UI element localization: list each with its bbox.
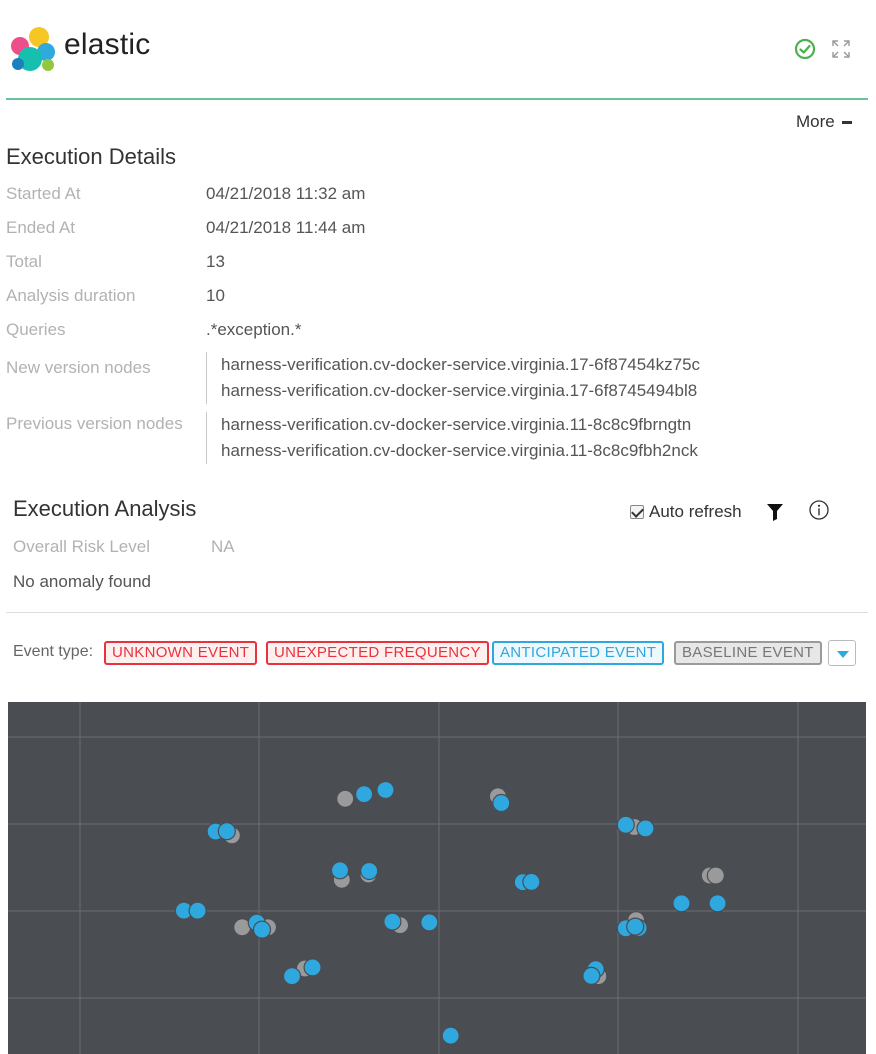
event-type-dropdown-button[interactable] [828, 640, 856, 666]
filter-icon[interactable] [766, 502, 784, 522]
detail-row-new-nodes: New version nodes harness-verification.c… [6, 352, 866, 412]
event-point[interactable] [708, 894, 727, 913]
detail-label: New version nodes [6, 358, 151, 377]
node-list: harness-verification.cv-docker-service.v… [206, 412, 698, 464]
expand-icon[interactable] [830, 38, 852, 60]
overall-risk-value: NA [211, 537, 235, 556]
detail-value: 04/21/2018 11:32 am [206, 184, 366, 203]
header: elastic [0, 0, 876, 100]
detail-row-ended: Ended At 04/21/2018 11:44 am [6, 216, 866, 250]
tag-unknown-event[interactable]: UNKNOWN EVENT [104, 641, 258, 665]
detail-label: Previous version nodes [6, 414, 183, 433]
event-point[interactable] [355, 785, 374, 804]
node-item: harness-verification.cv-docker-service.v… [221, 415, 692, 434]
event-point[interactable] [582, 966, 601, 985]
node-item: harness-verification.cv-docker-service.v… [221, 441, 698, 460]
auto-refresh-checkbox[interactable] [630, 505, 644, 519]
event-point[interactable] [188, 901, 207, 920]
more-menu-label: More [796, 112, 835, 131]
check-circle-icon [794, 38, 816, 60]
more-menu-button[interactable]: More [796, 112, 852, 132]
execution-details: Started At 04/21/2018 11:32 am Ended At … [6, 182, 866, 472]
node-item: harness-verification.cv-docker-service.v… [221, 381, 698, 400]
event-point[interactable] [420, 913, 439, 932]
detail-row-analysis-duration: Analysis duration 10 [6, 284, 866, 318]
event-point[interactable] [706, 866, 725, 885]
chevron-down-icon [841, 120, 852, 124]
detail-row-total: Total 13 [6, 250, 866, 284]
event-point[interactable] [336, 789, 355, 808]
event-point[interactable] [672, 894, 691, 913]
detail-label: Analysis duration [6, 286, 136, 305]
event-scatter-chart [8, 702, 866, 1054]
logo-text: elastic [64, 28, 151, 61]
detail-row-started: Started At 04/21/2018 11:32 am [6, 182, 866, 216]
detail-row-previous-nodes: Previous version nodes harness-verificat… [6, 412, 866, 472]
scatter-plot [8, 702, 866, 1054]
detail-label: Started At [6, 184, 81, 203]
event-point[interactable] [616, 815, 635, 834]
info-icon[interactable] [808, 499, 830, 521]
event-point[interactable] [492, 793, 511, 813]
node-item: harness-verification.cv-docker-service.v… [221, 355, 701, 374]
tag-baseline-event[interactable]: BASELINE EVENT [674, 641, 822, 665]
tag-anticipated-event[interactable]: ANTICIPATED EVENT [492, 641, 665, 665]
detail-label: Total [6, 252, 42, 271]
detail-label: Ended At [6, 218, 76, 237]
event-type-label: Event type: [13, 643, 94, 660]
detail-value: .*exception.* [206, 320, 302, 339]
event-point[interactable] [636, 819, 655, 838]
elastic-logo-icon [11, 27, 55, 71]
tag-unexpected-frequency[interactable]: UNEXPECTED FREQUENCY [266, 641, 489, 665]
auto-refresh-toggle[interactable]: Auto refresh [630, 502, 742, 522]
event-point[interactable] [282, 967, 302, 986]
execution-details-title: Execution Details [6, 144, 176, 169]
detail-value: 04/21/2018 11:44 am [206, 218, 366, 237]
event-point[interactable] [217, 822, 236, 841]
detail-row-queries: Queries .*exception.* [6, 318, 866, 352]
event-point[interactable] [383, 912, 402, 931]
overall-risk-label: Overall Risk Level [13, 537, 150, 556]
node-list: harness-verification.cv-docker-service.v… [206, 352, 700, 404]
auto-refresh-label: Auto refresh [649, 502, 742, 521]
event-point[interactable] [441, 1026, 460, 1045]
header-divider [6, 98, 868, 100]
anomaly-status-text: No anomaly found [13, 572, 151, 591]
detail-label: Queries [6, 320, 66, 339]
execution-analysis-title: Execution Analysis [13, 496, 197, 521]
event-point[interactable] [303, 958, 322, 977]
detail-value: 10 [206, 286, 225, 305]
event-point[interactable] [626, 917, 645, 936]
event-point[interactable] [330, 861, 350, 880]
event-point[interactable] [360, 861, 379, 881]
detail-value: 13 [206, 252, 225, 271]
event-point[interactable] [522, 872, 541, 891]
event-point[interactable] [376, 780, 395, 800]
section-divider [6, 612, 868, 613]
event-point[interactable] [252, 920, 272, 939]
